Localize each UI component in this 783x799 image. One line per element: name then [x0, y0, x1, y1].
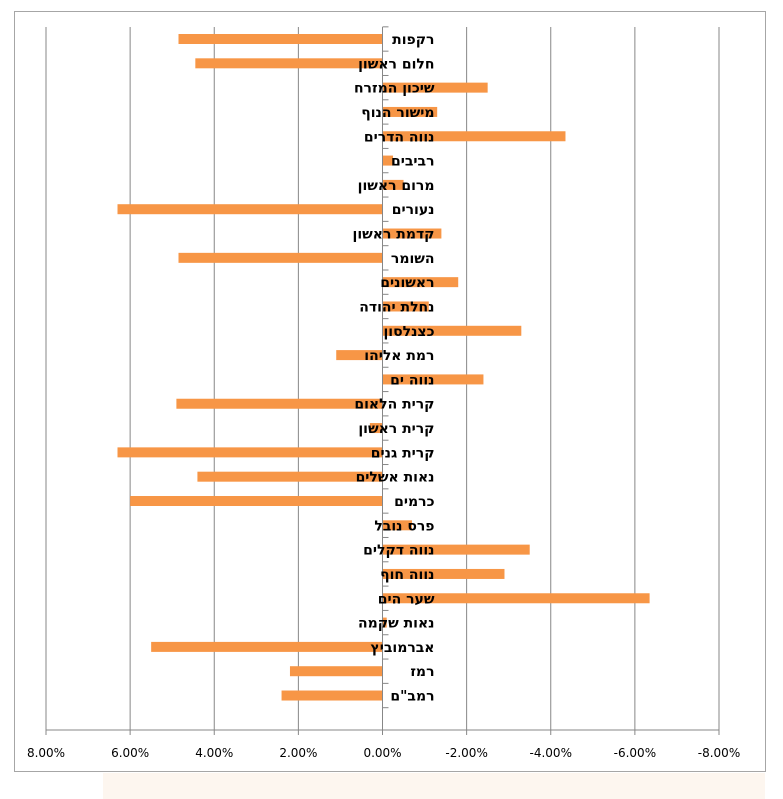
category-label: קדמת ראשון — [353, 227, 435, 243]
bar — [382, 228, 442, 239]
bar — [382, 131, 566, 142]
bar — [151, 641, 383, 652]
category-label: נווה חוף — [380, 567, 434, 583]
category-label: חלום ראשון — [358, 56, 434, 72]
category-label: כצנלסון — [383, 324, 434, 340]
category-label: שיכון המזרח — [354, 81, 435, 97]
category-label: השומר — [391, 251, 435, 267]
bar — [382, 520, 412, 531]
bar — [336, 350, 383, 361]
x-tick-label: -6.00% — [614, 746, 656, 760]
bar — [195, 58, 383, 69]
bar — [382, 544, 530, 555]
bar — [117, 447, 383, 458]
bar — [197, 471, 383, 482]
category-label: נווה הדרים — [364, 129, 435, 145]
x-tick-label: 8.00% — [27, 746, 65, 760]
x-tick-label: -8.00% — [698, 746, 740, 760]
category-label: רמת אליהו — [364, 348, 434, 364]
bar — [382, 568, 505, 579]
category-label: רמב"ם — [390, 689, 434, 705]
bar — [176, 398, 383, 409]
bar — [382, 617, 387, 628]
category-label: רמז — [410, 664, 434, 680]
category-label: נאות אשלים — [356, 470, 435, 486]
category-label: רקפות — [392, 32, 434, 48]
category-label: נאות שקמה — [358, 616, 434, 632]
bar — [130, 496, 383, 506]
category-label: נווה דקלים — [363, 543, 434, 559]
category-label: מישור הנוף — [361, 105, 434, 121]
bar — [281, 690, 383, 701]
x-tick-label: 6.00% — [111, 746, 149, 760]
category-label: קרית ראשון — [358, 421, 434, 437]
bar — [382, 179, 404, 190]
bar — [382, 277, 459, 288]
category-label: רביבים — [391, 154, 435, 170]
bar — [382, 82, 488, 93]
bar — [382, 593, 650, 604]
bar — [178, 34, 383, 44]
category-label: נווה ים — [390, 372, 434, 388]
x-tick-label: -4.00% — [530, 746, 572, 760]
bar — [289, 666, 383, 677]
category-labels: רקפות חלום ראשון שיכון המזרח מישור הנוף נווה… — [353, 32, 435, 705]
bar — [382, 155, 394, 166]
x-tick-label: 4.00% — [195, 746, 233, 760]
category-label: פרס נובל — [374, 518, 434, 534]
category-label: נעורים — [392, 202, 435, 218]
category-label: כרמים — [394, 494, 434, 510]
category-label: אברמוביץ — [370, 640, 434, 656]
category-label: קרית הלאום — [354, 397, 434, 413]
category-label: שער הים — [378, 591, 435, 607]
bar — [382, 106, 438, 117]
category-label: מרום ראשון — [358, 178, 435, 194]
x-tick-labels: 8.00% 6.00% 4.00% 2.00% 0.00% -2.00% -4.00% -6.… — [27, 746, 740, 760]
x-tick-label: -2.00% — [445, 746, 487, 760]
category-label: קרית גנים — [371, 445, 435, 461]
category-label: ראשונים — [380, 275, 434, 291]
x-tick-label: 0.00% — [363, 746, 401, 760]
bar — [382, 325, 522, 336]
bar — [382, 301, 429, 312]
bar — [178, 252, 383, 263]
bottom-strip — [103, 773, 765, 799]
bars — [117, 34, 650, 701]
category-label: נחלת יהודה — [359, 299, 434, 315]
axes — [45, 26, 720, 735]
bar — [117, 204, 383, 215]
bar — [369, 423, 383, 434]
bar — [382, 374, 484, 385]
x-tick-label: 2.00% — [279, 746, 317, 760]
